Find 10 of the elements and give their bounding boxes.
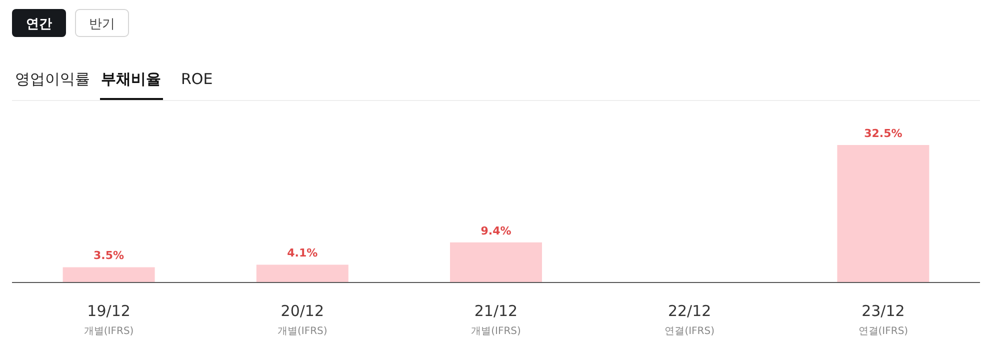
x-tick-label: 22/12 연결(IFRS): [664, 302, 715, 337]
x-tick-label: 20/12 개별(IFRS): [277, 302, 328, 337]
data-label: 32.5%: [864, 127, 902, 140]
x-tick-label: 23/12 연결(IFRS): [858, 302, 908, 337]
x-tick-label: 21/12 개별(IFRS): [471, 302, 521, 337]
data-label: 4.1%: [287, 246, 318, 260]
x-tick-label: 19/12 개별(IFRS): [84, 302, 134, 337]
chart-title: 부채비율: [101, 70, 161, 88]
data-label: 3.5%: [94, 249, 124, 262]
data-label: 9.4%: [480, 224, 512, 238]
